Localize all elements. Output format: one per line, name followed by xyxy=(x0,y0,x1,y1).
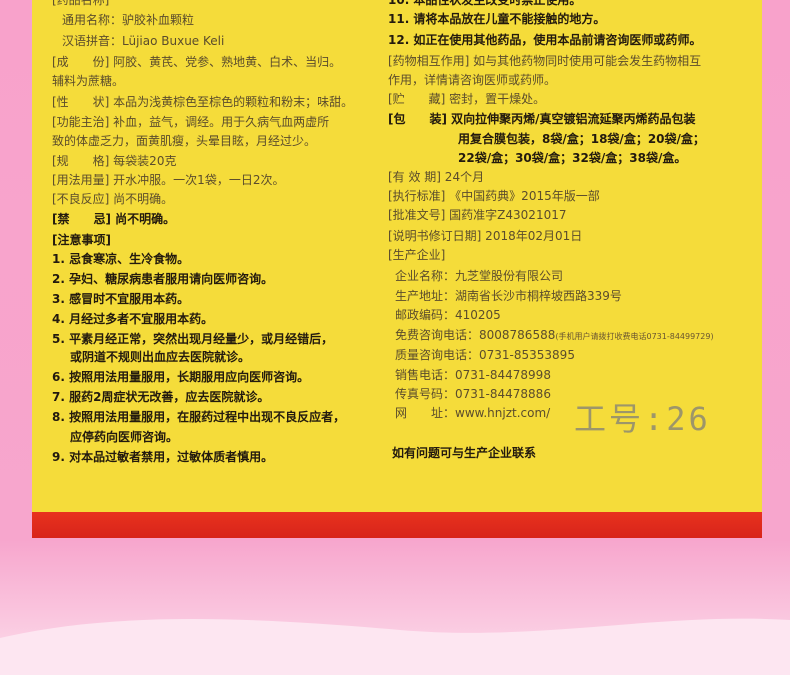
text-line: [执行标准] 《中国药典》2015年版一部 xyxy=(388,189,600,203)
text-line: 4. 月经过多者不宜服用本药。 xyxy=(52,312,214,326)
text-line: [有 效 期] 24个月 xyxy=(388,170,485,184)
text-line: [药物相互作用] 如与其他药物同时使用可能会发生药物相互 xyxy=(388,54,702,68)
text-line: [用法用量] 开水冲服。一次1袋，一日2次。 xyxy=(52,173,285,187)
text-line: 2. 孕妇、糖尿病患者服用请向医师咨询。 xyxy=(52,272,274,286)
text-line: 8. 按照用法用量服用，在服药过程中出现不良反应者， xyxy=(52,410,346,424)
text-line: [批准文号] 国药准字Z43021017 xyxy=(388,208,567,222)
red-strip xyxy=(32,512,762,538)
text-line: [成 份] 阿胶、黄芪、党参、熟地黄、白术、当归。 xyxy=(52,55,342,69)
text-line: 传真号码：0731-84478886 xyxy=(395,387,551,401)
text-line: 免费咨询电话：8008786588 xyxy=(395,328,556,342)
text-line: 12. 如正在使用其他药品，使用本品前请咨询医师或药师。 xyxy=(388,33,702,47)
text-line: 生产地址：湖南省长沙市桐梓坡西路339号 xyxy=(395,289,622,303)
text-line: [说明书修订日期] 2018年02月01日 xyxy=(388,229,583,243)
text-line: 销售电话：0731-84478998 xyxy=(395,368,551,382)
text-line: [药品名称] xyxy=(52,0,110,7)
text-line: 11. 请将本品放在儿童不能接触的地方。 xyxy=(388,12,606,26)
text-line: 10. 本品性状发生改变时禁止使用。 xyxy=(388,0,582,7)
text-line: [规 格] 每袋装20克 xyxy=(52,154,177,168)
text-line: 免费咨询电话：8008786588(手机用户请拨打收费电话0731-844997… xyxy=(395,327,714,345)
instruction-panel xyxy=(32,0,762,512)
text-line: 质量咨询电话：0731-85353895 xyxy=(395,348,575,362)
text-line: 致的体虚乏力，面黄肌瘦，头晕目眩，月经过少。 xyxy=(52,134,317,148)
text-line: 应停药向医师咨询。 xyxy=(70,430,179,444)
text-line: 如有问题可与生产企业联系 xyxy=(392,446,537,460)
text-line: [生产企业] xyxy=(388,248,446,262)
text-line: [贮 藏] 密封，置干燥处。 xyxy=(388,92,546,106)
text-line: 1. 忌食寒凉、生冷食物。 xyxy=(52,252,190,266)
text-line: 网 址：www.hnjzt.com/ xyxy=(395,406,551,420)
text-line: 或阴道不规则出血应去医院就诊。 xyxy=(70,350,251,364)
text-line: 9. 对本品过敏者禁用，过敏体质者慎用。 xyxy=(52,450,274,464)
text-line: 5. 平素月经正常，突然出现月经量少，或月经错后， xyxy=(52,332,334,346)
text-line: [包 装] 双向拉伸聚丙烯/真空镀铝流延聚丙烯药品包装 xyxy=(388,112,696,126)
text-line: [不良反应] 尚不明确。 xyxy=(52,192,174,206)
text-line: 汉语拼音：Lüjiao Buxue Keli xyxy=(62,34,225,48)
text-line: [注意事项] xyxy=(52,233,111,247)
text-line: [功能主治] 补血，益气，调经。用于久病气血两虚所 xyxy=(52,115,330,129)
text-line: 用复合膜包装，8袋/盒；18袋/盒；20袋/盒； xyxy=(458,132,705,146)
text-line: 辅料为蔗糖。 xyxy=(52,74,125,88)
text-line: [性 状] 本品为浅黄棕色至棕色的颗粒和粉末；味甜。 xyxy=(52,95,354,109)
text-line: 邮政编码：410205 xyxy=(395,308,501,322)
hotline-note: (手机用户请拨打收费电话0731-84499729) xyxy=(555,332,714,341)
wave xyxy=(0,618,790,675)
text-line: 6. 按照用法用量服用，长期服用应向医师咨询。 xyxy=(52,370,310,384)
text-line: 7. 服药2周症状无改善，应去医院就诊。 xyxy=(52,390,270,404)
stamp: 工号:26 xyxy=(574,400,711,438)
text-line: 3. 感冒时不宜服用本药。 xyxy=(52,292,190,306)
text-line: 通用名称：驴胶补血颗粒 xyxy=(62,13,195,27)
text-line: 企业名称：九芝堂股份有限公司 xyxy=(395,269,564,283)
text-line: 作用，详情请咨询医师或药师。 xyxy=(388,73,557,87)
text-line: [禁 忌] 尚不明确。 xyxy=(52,212,176,226)
text-line: 22袋/盒；30袋/盒；32袋/盒；38袋/盒。 xyxy=(458,151,687,165)
